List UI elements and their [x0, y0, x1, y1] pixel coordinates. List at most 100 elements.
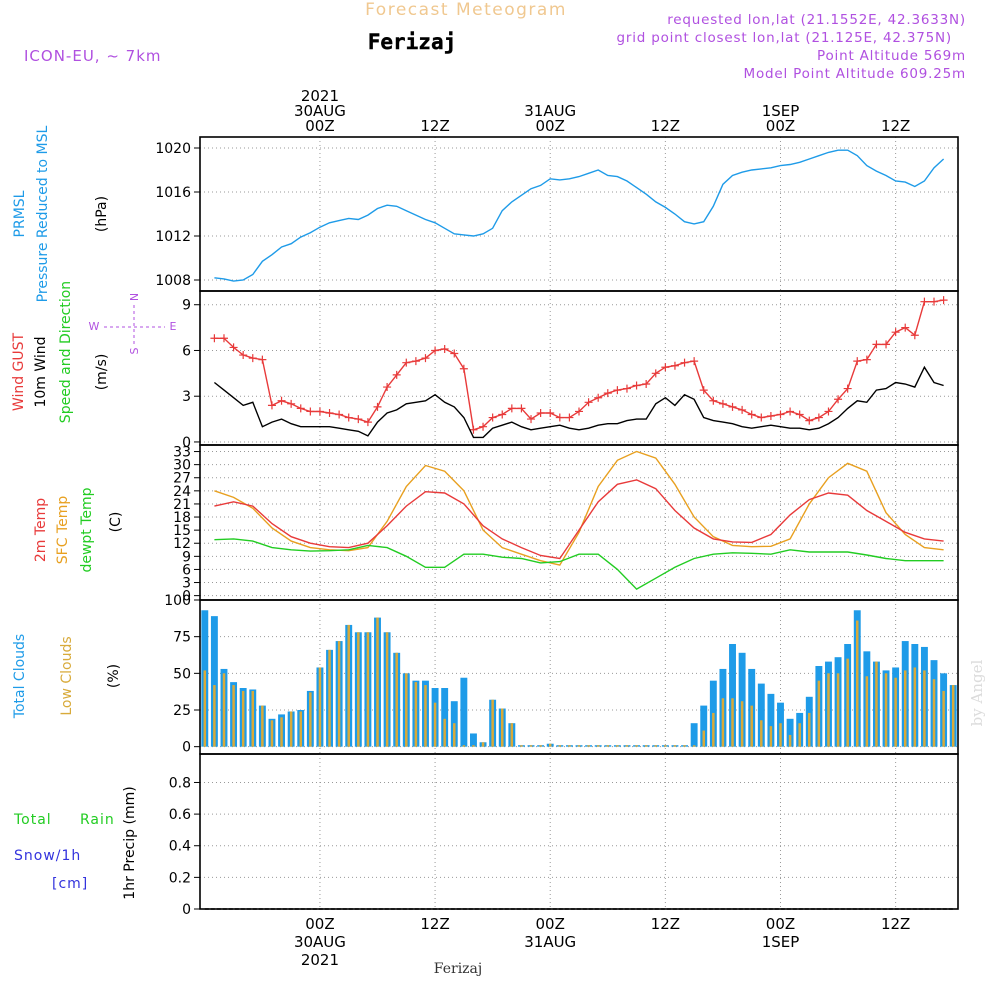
ytick-label: 0 — [182, 589, 191, 605]
dewpt-axis-label: dewpt Temp — [79, 487, 95, 572]
compass-n: N — [128, 293, 141, 301]
gust-marker — [383, 383, 392, 392]
gust-marker — [786, 407, 795, 416]
low-cloud-bar — [875, 661, 878, 747]
compass-rose: N W E S — [89, 293, 177, 355]
low-cloud-bar — [395, 652, 398, 747]
low-cloud-bar — [520, 745, 523, 747]
gust-marker — [440, 344, 449, 353]
gust-marker — [363, 418, 372, 427]
gust-marker — [546, 408, 555, 417]
low-cloud-bar — [548, 743, 552, 747]
time-tick-label: 12Z — [881, 117, 910, 135]
gust-marker — [738, 405, 747, 414]
gust-marker — [930, 297, 939, 306]
prmsl-label: PRMSL — [12, 190, 28, 237]
gust-marker — [939, 296, 948, 305]
low-cloud-bar — [951, 685, 955, 747]
total-cloud-bar — [767, 693, 775, 747]
10m-wind-line — [213, 365, 944, 439]
ytick-label: 9 — [182, 549, 191, 565]
low-cloud-bar — [827, 673, 830, 747]
low-cloud-bar — [558, 745, 562, 747]
compass-e: E — [170, 320, 177, 333]
low-cloud-bar — [644, 745, 648, 747]
ytick-label: 0.2 — [169, 870, 191, 886]
ytick-label: 9 — [182, 298, 191, 314]
ytick-label: 6 — [182, 562, 191, 578]
low-cloud-bar — [731, 698, 734, 747]
gust-marker — [824, 407, 833, 416]
precip-panel-frame — [199, 753, 959, 910]
gust-marker — [776, 410, 785, 419]
gust-marker — [690, 357, 699, 366]
gust-marker — [248, 354, 257, 363]
low-cloud-bar — [462, 745, 466, 747]
time-tick-label: 1SEP — [762, 102, 800, 120]
location-title: Ferizaj — [368, 30, 457, 54]
gust-marker — [507, 404, 516, 413]
low-cloud-bar — [577, 745, 581, 747]
low-cloud-bar — [491, 699, 494, 747]
time-tick-label: 30AUG — [294, 102, 346, 120]
low-cloud-bar — [798, 723, 801, 747]
gust-marker — [402, 358, 411, 367]
gust-marker — [219, 334, 228, 343]
low-cloud-bar — [664, 745, 667, 747]
low-cloud-bar — [587, 745, 590, 747]
gust-marker — [622, 384, 631, 393]
low-cloud-bar — [606, 745, 610, 747]
low-cloud-bar — [923, 670, 926, 747]
gust-marker — [584, 398, 593, 407]
ytick-label: 0 — [182, 902, 191, 918]
time-tick-label: 1SEP — [762, 933, 800, 951]
ytick-label: 75 — [173, 630, 191, 646]
time-tick-label: 12Z — [420, 915, 449, 933]
low-clouds-axis-label: Low Clouds — [59, 636, 75, 715]
total-cloud-bar — [441, 688, 449, 747]
total-cloud-bar — [786, 718, 794, 747]
low-cloud-bar — [846, 658, 849, 747]
time-tick-label: 31AUG — [524, 102, 576, 120]
total-cloud-bar — [729, 644, 736, 747]
gust-marker — [910, 331, 919, 340]
ytick-label: 1008 — [155, 273, 191, 289]
gust-marker — [613, 386, 622, 395]
gust-marker — [920, 297, 929, 306]
low-cloud-bar — [788, 734, 792, 747]
low-cloud-bar — [654, 745, 658, 747]
low-cloud-bar — [760, 720, 763, 747]
low-cloud-bar — [539, 745, 542, 747]
low-cloud-bar — [424, 685, 427, 747]
low-cloud-bar — [251, 690, 255, 747]
ytick-label: 0 — [182, 740, 191, 756]
gust-marker — [642, 380, 651, 389]
gust-marker — [565, 413, 574, 422]
gust-marker — [488, 413, 497, 422]
low-cloud-bar — [347, 624, 350, 747]
sfc-temp-axis-label: SFC Temp — [55, 496, 71, 565]
gust-marker — [277, 396, 286, 405]
gust-marker — [805, 416, 814, 425]
low-cloud-bar — [453, 723, 456, 747]
ytick-label: 6 — [182, 343, 191, 359]
total-cloud-bar — [738, 652, 746, 747]
low-cloud-bar — [289, 711, 293, 747]
low-cloud-bar — [529, 745, 533, 747]
gust-marker — [469, 425, 478, 434]
pressure-line — [214, 149, 945, 282]
total-precip-label: Total — [13, 812, 52, 828]
ytick-label: 25 — [173, 703, 191, 719]
gust-marker — [479, 422, 488, 431]
pressure-msl-label: Pressure Reduced to MSL — [35, 125, 51, 302]
gust-marker — [267, 401, 276, 410]
gust-marker — [431, 346, 440, 355]
ytick-label: 1016 — [155, 185, 191, 201]
low-cloud-bar — [299, 711, 302, 747]
ytick-label: 15 — [173, 523, 191, 539]
gust-marker — [517, 404, 526, 413]
ytick-label: 18 — [173, 510, 191, 526]
gust-marker — [239, 351, 248, 360]
model-altitude: Model Point Altitude 609.25m — [744, 66, 966, 82]
low-cloud-bar — [433, 702, 437, 747]
